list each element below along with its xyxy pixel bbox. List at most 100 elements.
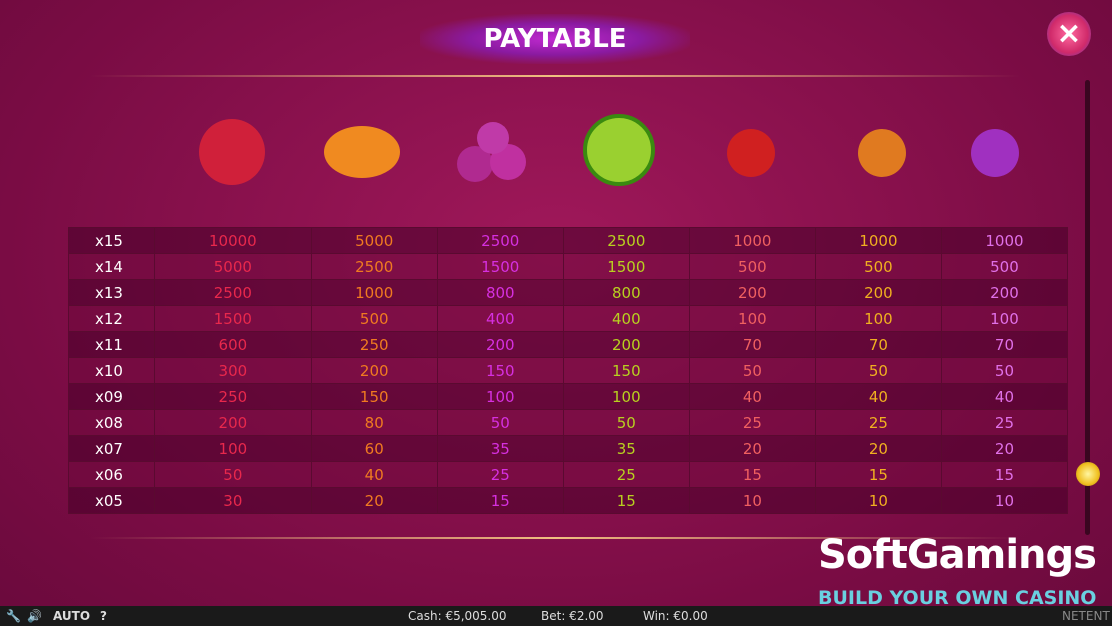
- symbol-icons: [199, 114, 1019, 186]
- payout: 15: [562, 487, 690, 514]
- table-row: x13 2500 1000 800 800 200 200 200: [68, 279, 1069, 306]
- bet: Bet: €2.00: [541, 609, 604, 623]
- payout: 50: [814, 357, 942, 384]
- row-label: x06: [68, 461, 155, 488]
- payout: 15: [940, 461, 1069, 488]
- sound-button[interactable]: 🔊: [27, 609, 42, 623]
- payout: 5000: [310, 227, 438, 254]
- payout: 800: [562, 279, 690, 306]
- payout: 200: [814, 279, 942, 306]
- close-button[interactable]: ×: [1047, 12, 1091, 56]
- status-bar: 🔧 🔊 AUTO ? Cash: €5,005.00 Bet: €2.00 Wi…: [0, 606, 1112, 626]
- payout: 50: [562, 409, 690, 436]
- table-row: x07 100 60 35 35 20 20 20: [68, 435, 1069, 462]
- payout: 200: [940, 279, 1069, 306]
- payout: 100: [154, 435, 312, 462]
- payout: 600: [154, 331, 312, 358]
- payout: 15: [814, 461, 942, 488]
- row-label: x08: [68, 409, 155, 436]
- payout: 25: [814, 409, 942, 436]
- payout: 200: [310, 357, 438, 384]
- payout: 40: [310, 461, 438, 488]
- payout: 25: [940, 409, 1069, 436]
- payout: 150: [562, 357, 690, 384]
- payout: 250: [154, 383, 312, 410]
- payout: 500: [814, 253, 942, 280]
- payout: 10: [814, 487, 942, 514]
- row-label: x05: [68, 487, 155, 514]
- scrollbar[interactable]: [1085, 80, 1090, 535]
- settings-button[interactable]: 🔧: [6, 609, 21, 623]
- table-row: x10 300 200 150 150 50 50 50: [68, 357, 1069, 384]
- payout: 70: [940, 331, 1069, 358]
- payout: 100: [436, 383, 564, 410]
- payout: 1000: [940, 227, 1069, 254]
- lime-icon: [583, 114, 655, 186]
- payout: 20: [310, 487, 438, 514]
- paytable: x15 10000 5000 2500 2500 1000 1000 1000 x14 5000 2…: [68, 227, 1069, 514]
- raspberry-icon: [199, 119, 265, 185]
- payout: 10: [688, 487, 816, 514]
- row-label: x07: [68, 435, 155, 462]
- brand: NETENT: [1062, 609, 1110, 623]
- payout: 200: [562, 331, 690, 358]
- table-row: x12 1500 500 400 400 100 100 100: [68, 305, 1069, 332]
- watermark-tagline: BUILD YOUR OWN CASINO: [818, 587, 1097, 609]
- table-row: x05 30 20 15 15 10 10 10: [68, 487, 1069, 514]
- payout: 400: [436, 305, 564, 332]
- payout: 500: [940, 253, 1069, 280]
- table-row: x06 50 40 25 25 15 15 15: [68, 461, 1069, 488]
- payout: 50: [940, 357, 1069, 384]
- row-label: x13: [68, 279, 155, 306]
- payout: 250: [310, 331, 438, 358]
- payout: 100: [940, 305, 1069, 332]
- payout: 1500: [436, 253, 564, 280]
- payout: 2500: [154, 279, 312, 306]
- payout: 25: [436, 461, 564, 488]
- payout: 15: [436, 487, 564, 514]
- table-row: x15 10000 5000 2500 2500 1000 1000 1000: [68, 227, 1069, 254]
- heart-icon: [727, 129, 775, 177]
- row-label: x14: [68, 253, 155, 280]
- row-label: x12: [68, 305, 155, 332]
- payout: 100: [688, 305, 816, 332]
- payout: 15: [688, 461, 816, 488]
- payout: 150: [436, 357, 564, 384]
- cash: Cash: €5,005.00: [408, 609, 507, 623]
- payout: 20: [688, 435, 816, 462]
- payout: 100: [562, 383, 690, 410]
- payout: 50: [436, 409, 564, 436]
- payout: 25: [562, 461, 690, 488]
- payout: 1500: [154, 305, 312, 332]
- payout: 1000: [688, 227, 816, 254]
- payout: 2500: [562, 227, 690, 254]
- payout: 35: [436, 435, 564, 462]
- payout: 70: [688, 331, 816, 358]
- divider: [90, 75, 1020, 77]
- payout: 50: [154, 461, 312, 488]
- help-button[interactable]: ?: [100, 609, 107, 623]
- orange-icon: [324, 126, 400, 178]
- watermark-name: SoftGamings: [818, 532, 1097, 578]
- payout: 500: [310, 305, 438, 332]
- payout: 25: [688, 409, 816, 436]
- divider: [90, 537, 1020, 539]
- payout: 400: [562, 305, 690, 332]
- scroll-knob[interactable]: [1076, 462, 1100, 486]
- payout: 800: [436, 279, 564, 306]
- payout: 200: [688, 279, 816, 306]
- payout: 500: [688, 253, 816, 280]
- payout: 200: [154, 409, 312, 436]
- payout: 10000: [154, 227, 312, 254]
- title: PAYTABLE: [420, 14, 690, 64]
- row-label: x15: [68, 227, 155, 254]
- row-label: x09: [68, 383, 155, 410]
- payout: 40: [940, 383, 1069, 410]
- payout: 60: [310, 435, 438, 462]
- table-row: x14 5000 2500 1500 1500 500 500 500: [68, 253, 1069, 280]
- payout: 300: [154, 357, 312, 384]
- auto-button[interactable]: AUTO: [53, 609, 91, 623]
- win: Win: €0.00: [643, 609, 708, 623]
- table-row: x11 600 250 200 200 70 70 70: [68, 331, 1069, 358]
